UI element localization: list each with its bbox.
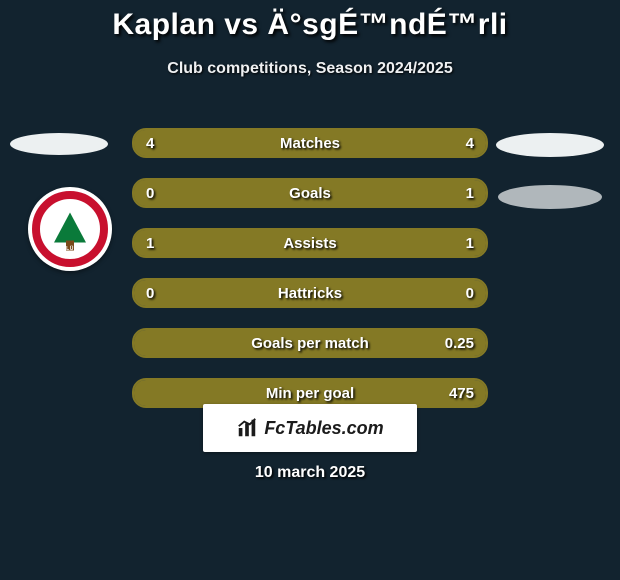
stat-row-matches: 4 Matches 4: [132, 128, 488, 158]
right-team-ellipse-1: [496, 133, 604, 157]
stat-right-value: 4: [466, 130, 474, 156]
stats-panel: 4 Matches 4 0 Goals 1 1 Assists 1 0 Hatt…: [132, 128, 488, 428]
stat-right-value: 475: [449, 380, 474, 406]
left-team-ellipse: [10, 133, 108, 155]
crest-text-bot: KULÜBÜ: [40, 246, 100, 252]
stat-metric-label: Matches: [134, 130, 486, 156]
crest-tree-icon: [54, 213, 86, 243]
stat-row-gpm: Goals per match 0.25: [132, 328, 488, 358]
stat-row-goals: 0 Goals 1: [132, 178, 488, 208]
brand-badge[interactable]: FcTables.com: [203, 404, 417, 452]
page-subtitle: Club competitions, Season 2024/2025: [0, 60, 620, 78]
root: Kaplan vs Ä°sgÉ™ndÉ™rli Club competition…: [0, 8, 620, 580]
stat-right-value: 0.25: [445, 330, 474, 356]
crest-text-top: ÜMRANİYE: [40, 206, 100, 212]
stat-metric-label: Goals: [134, 180, 486, 206]
stat-metric-label: Assists: [134, 230, 486, 256]
page-title: Kaplan vs Ä°sgÉ™ndÉ™rli: [0, 8, 620, 42]
stat-metric-label: Goals per match: [134, 330, 486, 356]
stat-right-value: 0: [466, 280, 474, 306]
brand-label: FcTables.com: [264, 418, 383, 439]
right-team-ellipse-2: [498, 185, 602, 209]
footer-date: 10 march 2025: [0, 464, 620, 482]
stat-right-value: 1: [466, 180, 474, 206]
stat-metric-label: Min per goal: [134, 380, 486, 406]
stat-row-hattricks: 0 Hattricks 0: [132, 278, 488, 308]
crest-ring: ÜMRANİYE KULÜBÜ: [32, 191, 108, 267]
chart-icon: [236, 417, 258, 439]
left-team-crest: ÜMRANİYE KULÜBÜ: [28, 187, 112, 271]
stat-row-assists: 1 Assists 1: [132, 228, 488, 258]
stat-right-value: 1: [466, 230, 474, 256]
stat-metric-label: Hattricks: [134, 280, 486, 306]
